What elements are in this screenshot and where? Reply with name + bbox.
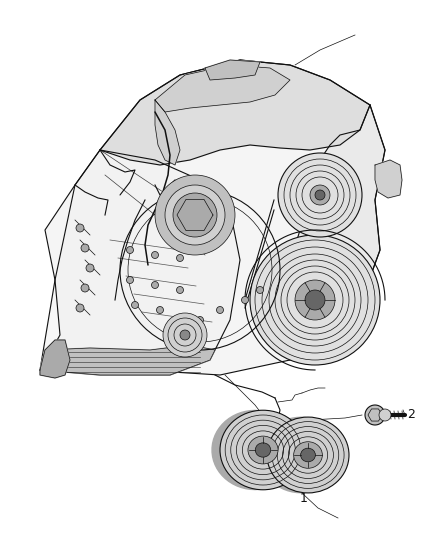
Text: 1: 1: [300, 492, 308, 505]
Circle shape: [177, 254, 184, 262]
Circle shape: [131, 302, 138, 309]
Circle shape: [155, 175, 235, 255]
Ellipse shape: [255, 443, 271, 457]
Polygon shape: [40, 345, 215, 375]
Circle shape: [173, 193, 217, 237]
Circle shape: [181, 201, 209, 229]
Circle shape: [278, 153, 362, 237]
Ellipse shape: [293, 442, 322, 469]
Circle shape: [152, 252, 159, 259]
Circle shape: [241, 296, 248, 303]
Circle shape: [365, 405, 385, 425]
Polygon shape: [100, 60, 370, 165]
Polygon shape: [40, 340, 70, 378]
Ellipse shape: [248, 436, 278, 464]
Circle shape: [305, 290, 325, 310]
Circle shape: [156, 306, 163, 313]
Circle shape: [86, 264, 94, 272]
Ellipse shape: [267, 417, 349, 493]
Circle shape: [250, 235, 380, 365]
Circle shape: [187, 207, 203, 223]
Circle shape: [165, 185, 225, 245]
Circle shape: [152, 281, 159, 288]
Polygon shape: [212, 410, 298, 489]
Circle shape: [180, 330, 190, 340]
Circle shape: [310, 185, 330, 205]
Polygon shape: [40, 150, 240, 375]
Polygon shape: [375, 160, 402, 198]
Ellipse shape: [300, 448, 315, 462]
Circle shape: [81, 284, 89, 292]
Polygon shape: [40, 60, 385, 375]
Circle shape: [127, 246, 134, 254]
Polygon shape: [177, 199, 213, 231]
Circle shape: [163, 313, 207, 357]
Circle shape: [295, 280, 335, 320]
Circle shape: [76, 224, 84, 232]
Circle shape: [216, 306, 223, 313]
Circle shape: [81, 244, 89, 252]
Polygon shape: [205, 60, 260, 80]
Polygon shape: [155, 65, 290, 112]
Circle shape: [257, 287, 264, 294]
Polygon shape: [260, 417, 342, 492]
Polygon shape: [155, 100, 180, 165]
Text: 2: 2: [407, 408, 415, 421]
Circle shape: [379, 409, 391, 421]
Circle shape: [315, 190, 325, 200]
Polygon shape: [280, 105, 385, 360]
Circle shape: [197, 317, 204, 324]
Circle shape: [127, 277, 134, 284]
Circle shape: [76, 304, 84, 312]
Ellipse shape: [220, 410, 306, 490]
Circle shape: [177, 287, 184, 294]
